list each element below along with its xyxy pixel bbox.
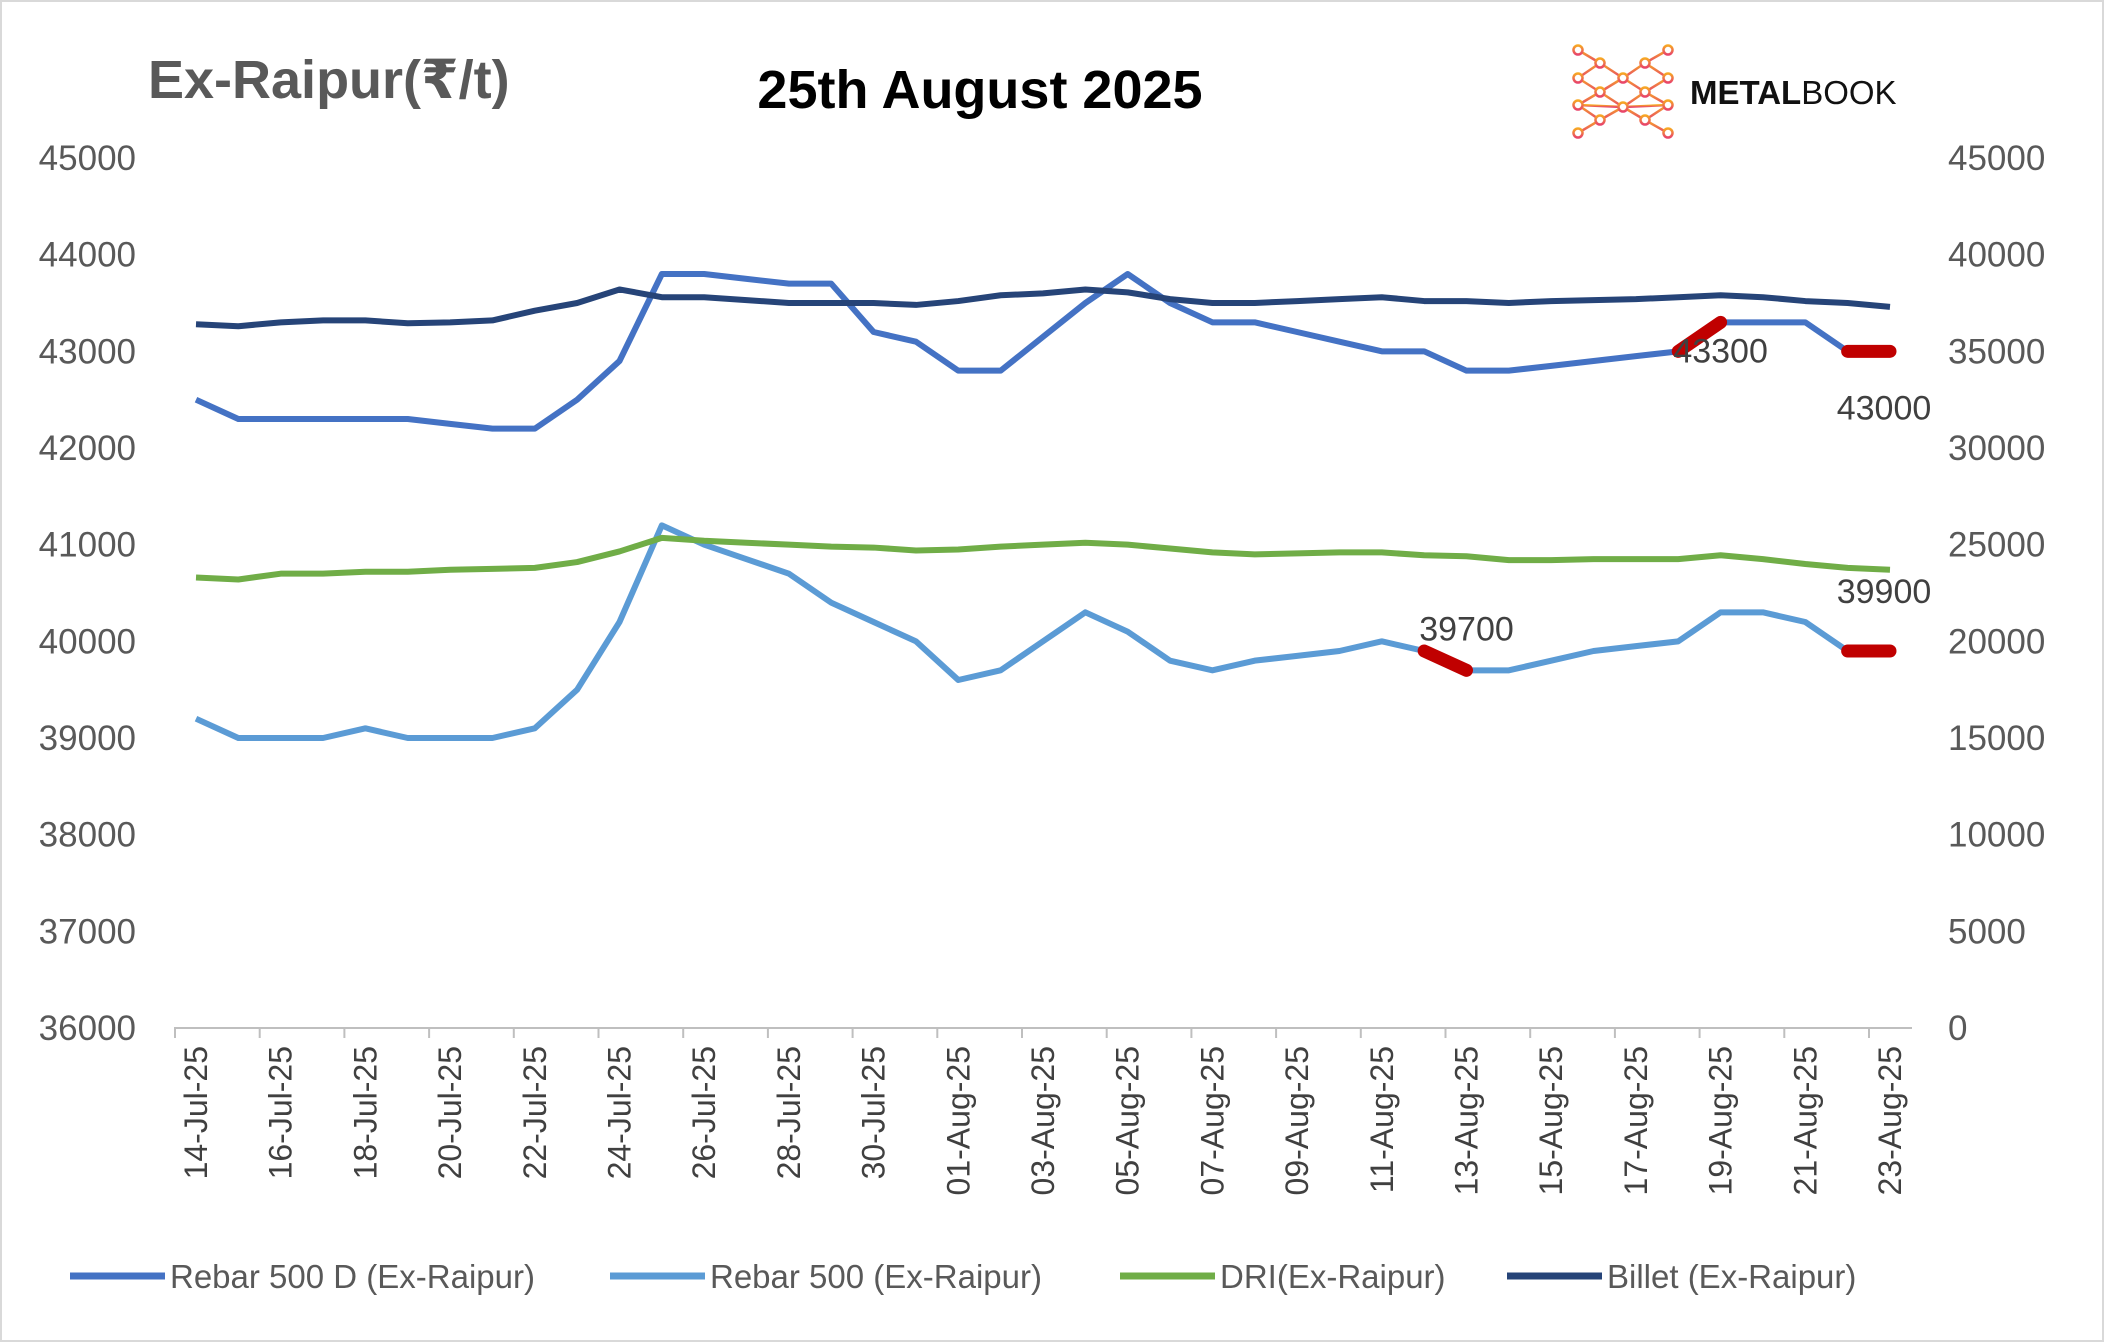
highlight-segment <box>1417 644 1473 677</box>
x-tick-label: 28-Jul-25 <box>771 1046 807 1179</box>
x-tick-label: 19-Aug-25 <box>1703 1046 1739 1195</box>
y-left-tick-label: 42000 <box>39 429 136 468</box>
y-right-tick-label: 20000 <box>1948 622 2045 661</box>
x-tick-label: 03-Aug-25 <box>1025 1046 1061 1195</box>
highlight-segment <box>1671 315 1728 358</box>
x-tick-label: 26-Jul-25 <box>686 1046 722 1179</box>
legend-label: Billet (Ex-Raipur) <box>1607 1258 1856 1295</box>
x-tick-label: 23-Aug-25 <box>1872 1046 1908 1195</box>
y-left-tick-label: 37000 <box>39 912 136 951</box>
x-tick-label: 20-Jul-25 <box>432 1046 468 1179</box>
x-tick-label: 21-Aug-25 <box>1787 1046 1823 1195</box>
y-right-tick-label: 5000 <box>1948 912 2026 951</box>
data-label: 43000 <box>1837 389 1932 427</box>
x-tick-label: 13-Aug-25 <box>1449 1046 1485 1195</box>
x-tick-label: 30-Jul-25 <box>856 1046 892 1179</box>
y-left-tick-label: 43000 <box>39 332 136 371</box>
x-tick-label: 01-Aug-25 <box>940 1046 976 1195</box>
y-axis-title: Ex-Raipur(₹/t) <box>148 50 510 110</box>
y-left-tick-label: 45000 <box>39 139 136 178</box>
x-tick-label: 07-Aug-25 <box>1194 1046 1230 1195</box>
legend-label: Rebar 500 D (Ex-Raipur) <box>170 1258 535 1295</box>
y-right-tick-label: 35000 <box>1948 332 2045 371</box>
series-line-rebar-500-d-ex-raipur <box>194 271 1890 432</box>
y-right-tick-label: 10000 <box>1948 816 2045 855</box>
x-tick-label: 17-Aug-25 <box>1618 1046 1654 1195</box>
y-right-tick-label: 15000 <box>1948 719 2045 758</box>
data-label: 43300 <box>1673 332 1768 370</box>
x-tick-label: 22-Jul-25 <box>517 1046 553 1179</box>
logo-text: METALBOOK <box>1690 74 1897 111</box>
x-tick-label: 05-Aug-25 <box>1110 1046 1146 1195</box>
series-line-billet-ex-raipur <box>195 286 1891 330</box>
x-tick-label: 16-Jul-25 <box>263 1046 299 1179</box>
y-left-tick-label: 38000 <box>39 816 136 855</box>
y-left-tick-label: 41000 <box>39 526 136 565</box>
x-tick-label: 24-Jul-25 <box>602 1046 638 1179</box>
data-label: 39700 <box>1419 610 1514 648</box>
y-left-tick-label: 44000 <box>39 236 136 275</box>
y-left-tick-label: 36000 <box>39 1009 136 1048</box>
chart-title: 25th August 2025 <box>757 60 1202 120</box>
x-tick-label: 18-Jul-25 <box>347 1046 383 1179</box>
x-tick-label: 11-Aug-25 <box>1364 1046 1400 1193</box>
legend-label: Rebar 500 (Ex-Raipur) <box>710 1258 1042 1295</box>
series-line-rebar-500-ex-raipur <box>194 522 1890 741</box>
y-right-tick-label: 40000 <box>1948 236 2045 275</box>
legend-label: DRI(Ex-Raipur) <box>1220 1258 1446 1295</box>
series-line-dri-ex-raipur <box>195 534 1891 583</box>
y-left-tick-label: 40000 <box>39 622 136 661</box>
x-tick-label: 15-Aug-25 <box>1533 1046 1569 1195</box>
metalbook-logo-icon <box>1572 44 1674 139</box>
data-label: 39900 <box>1837 573 1932 611</box>
y-right-tick-label: 0 <box>1948 1009 1967 1048</box>
y-right-tick-label: 30000 <box>1948 429 2045 468</box>
y-right-tick-label: 45000 <box>1948 139 2045 178</box>
y-left-tick-label: 39000 <box>39 719 136 758</box>
x-tick-label: 14-Jul-25 <box>178 1046 214 1179</box>
x-tick-label: 09-Aug-25 <box>1279 1046 1315 1195</box>
y-right-tick-label: 25000 <box>1948 526 2045 565</box>
